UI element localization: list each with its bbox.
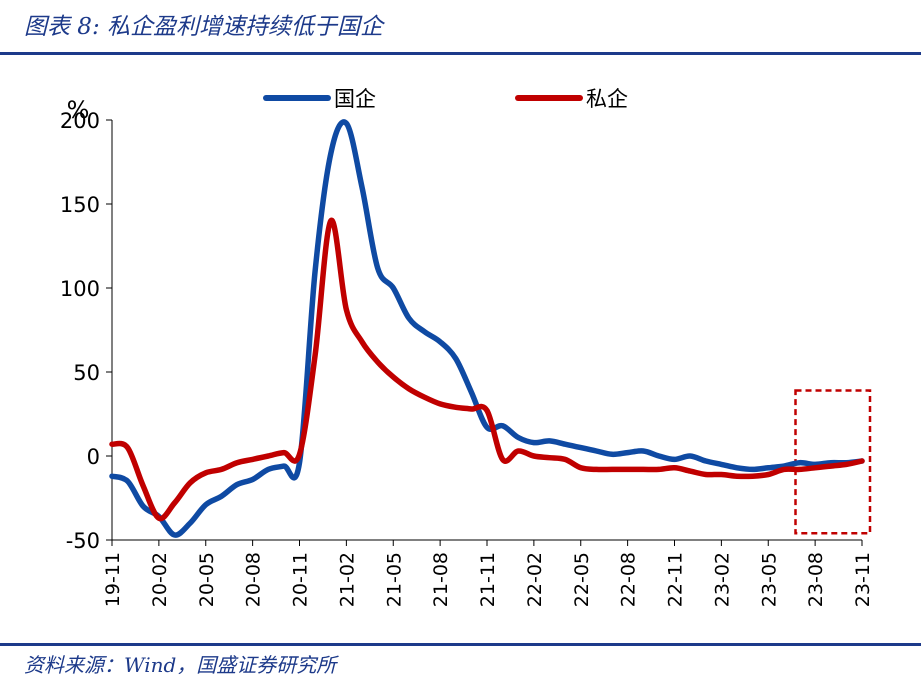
footer-rule <box>0 643 921 646</box>
series-line-soe <box>109 119 865 538</box>
x-tick-label: 23-02 <box>711 552 733 607</box>
y-tick-label: -50 <box>66 529 100 553</box>
x-tick-label: 20-08 <box>243 552 265 607</box>
legend: 国企 私企 <box>263 87 628 111</box>
x-tick-label: 23-11 <box>852 552 874 607</box>
y-axis-label: % <box>67 96 90 124</box>
line-chart: -50 0 50 100 150 200 19-11 20-02 20-05 20-08 20-11… <box>60 87 874 607</box>
x-tick-label: 22-11 <box>665 552 687 607</box>
legend-label: 国企 <box>334 87 376 111</box>
figure-title: 图表 8: 私企盈利增速持续低于国企 <box>24 14 384 40</box>
x-tick-label: 23-08 <box>805 552 827 607</box>
x-tick-label: 22-08 <box>618 552 640 607</box>
x-tick-label: 20-11 <box>290 552 312 607</box>
x-tick-label: 20-02 <box>149 552 171 607</box>
series-layer <box>109 119 865 538</box>
x-tick-label: 21-02 <box>336 552 358 607</box>
chart-axes: -50 0 50 100 150 200 19-11 20-02 20-05 20-08 20-11… <box>60 109 874 607</box>
legend-label: 私企 <box>586 87 628 111</box>
x-tick-label: 21-08 <box>430 552 452 607</box>
x-tick-label: 20-05 <box>196 552 218 607</box>
y-tick-label: 200 <box>60 109 100 133</box>
y-tick-label: 100 <box>60 277 100 301</box>
y-tick-label: 150 <box>60 193 100 217</box>
x-tick-label: 23-05 <box>758 552 780 607</box>
y-tick-label: 50 <box>73 361 100 385</box>
x-tick-label: 22-05 <box>571 552 593 607</box>
series-line-private <box>109 217 865 522</box>
y-tick-label: 0 <box>87 445 100 469</box>
x-tick-label: 21-11 <box>477 552 499 607</box>
title-rule <box>0 52 921 55</box>
x-tick-label: 21-05 <box>383 552 405 607</box>
x-tick-label: 22-02 <box>524 552 546 607</box>
x-tick-label: 19-11 <box>102 552 124 607</box>
source-note: 资料来源：Wind，国盛证券研究所 <box>24 653 337 677</box>
